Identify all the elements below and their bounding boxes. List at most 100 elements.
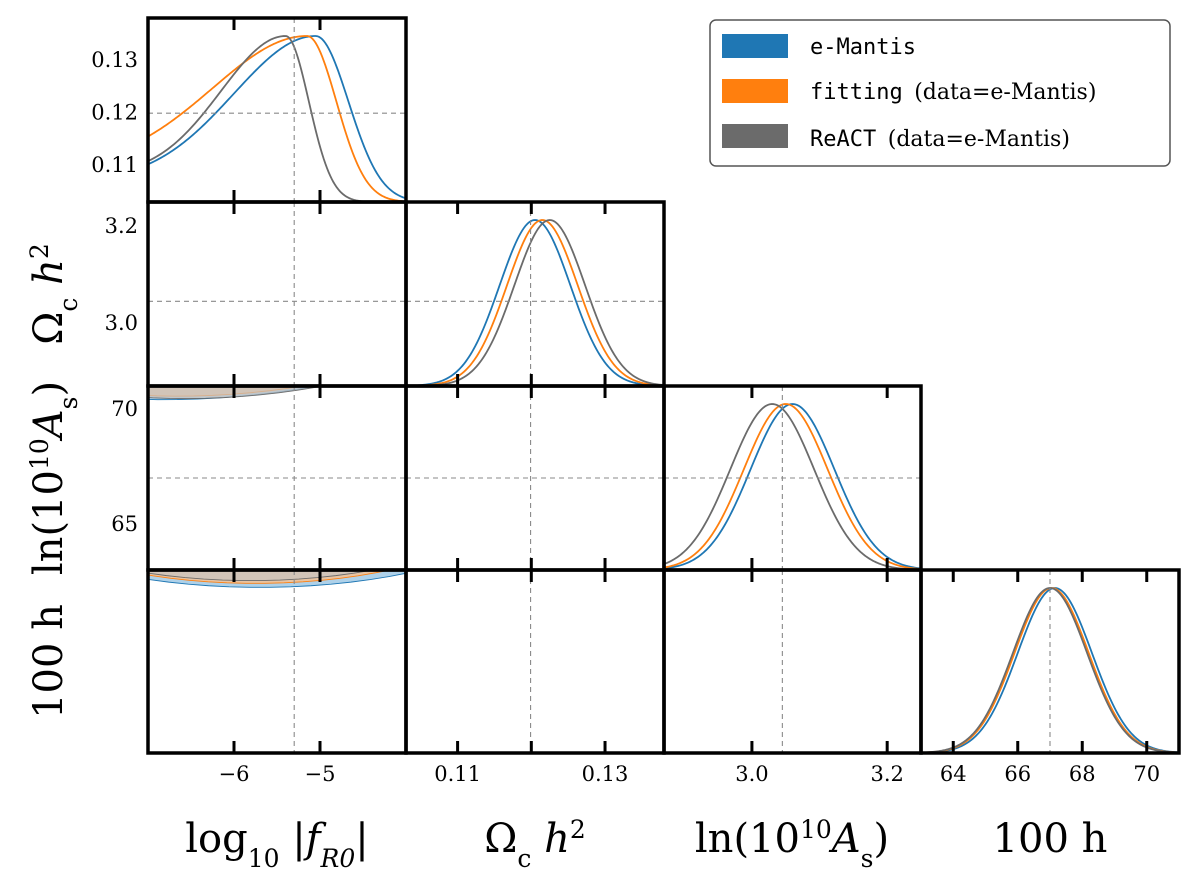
contour-outer-omc_lnAs-fitting [461,230,624,382]
x-tick-label: 64 [940,762,967,786]
label-part: ln(10 [26,470,72,575]
label-part: 2 [570,815,586,844]
panel-frame-3-2 [662,568,923,755]
marginal-lnAs-ReACT [664,403,921,570]
label-part: A [26,409,72,442]
marginal-lnAs-e-Mantis [664,403,921,570]
y-tick-label: 0.11 [91,153,138,177]
panel-frames-layer [146,16,1181,755]
contour-outer-omc_h-e-Mantis [448,409,621,539]
y-tick-label: 0.12 [91,101,138,125]
label-part: Ω [484,816,517,862]
y-tick-label: 0.13 [91,48,138,72]
label-part: 10 [25,438,54,470]
marginal-logf-e-Mantis [148,35,406,200]
contour-outer-logf_h-ReACT [148,570,376,581]
label-part: 10 [248,844,280,873]
marginal-omc-e-Mantis [406,219,664,386]
contour-outer-omc_lnAs-e-Mantis [457,227,620,381]
contour-outer-logf_lnAs-e-Mantis [148,386,321,401]
x-tick-label: 66 [1004,762,1031,786]
contour-outer-omc_lnAs-ReACT [468,237,631,384]
contour-outer-omc_h-fitting [456,413,622,539]
contour-inner-omc_lnAs-ReACT [500,266,600,356]
marginal-lnAs-fitting [664,403,921,570]
panel-frame-3-3 [919,568,1181,755]
contour-outer-logf_omc-ReACT [0,7,515,182]
label-part: 100 h [993,816,1108,862]
label-part: Ω [26,312,72,345]
contour-inner-logf_h-fitting [88,415,423,543]
x-tick-label: 70 [1133,762,1160,786]
y-tick-label: 3.2 [105,214,138,238]
panel-frame-3-1 [404,568,666,755]
label-part: h [26,259,72,297]
legend-label-react: ReACT (data=e-Mantis) [810,126,1070,152]
legend-swatch-e-mantis [722,34,788,58]
x-tick-label: 3.0 [735,762,768,786]
y-axis-label-lnAs: ln(1010As) [25,381,83,575]
legend-label-e-mantis: e-Mantis [810,35,916,60]
x-tick-label: 0.11 [434,762,481,786]
label-part: R0 [320,844,356,873]
legend-frame [709,19,1171,167]
x-tick-label: −5 [305,762,336,786]
label-part: ln(10 [695,816,800,862]
label-part: log [185,816,247,862]
x-tick-label: −6 [219,762,250,786]
contour-inner-logf_lnAs-ReACT [90,249,413,362]
label-part: s [54,397,83,410]
label-part: |f [280,816,327,862]
x-tick-label: 3.2 [870,762,903,786]
label-part: s [861,844,874,873]
x-tick-label: 68 [1069,762,1096,786]
contour-inner-omc_h-fitting [488,437,590,514]
x-axis-label-lnAs: ln(1010As) [695,815,889,873]
y-tick-label: 65 [111,512,138,536]
label-part: A [828,816,861,862]
contour-inner-logf_lnAs-e-Mantis [88,237,449,360]
y-axis-label-omc: Ωc h2 [25,243,83,345]
contour-inner-omc_h-e-Mantis [482,434,588,513]
panel-frame-3-0 [146,568,408,755]
x-axis-label-omc: Ωc h2 [484,815,586,873]
legend: e-Mantis fitting (data=e-Mantis) ReACT (… [709,19,1171,167]
legend-swatch-react [722,124,788,148]
x-axis-label-logf: log10 |fR0| [185,816,369,873]
label-part: 100 h [26,604,72,719]
marginal-logf-fitting [148,35,406,202]
x-axis-label-h: 100 h [993,816,1108,862]
contour-outer-omc_h-ReACT [467,417,633,543]
marginal-logf-ReACT [148,35,406,202]
y-tick-label: 70 [111,397,138,421]
marginal-omc-fitting [406,219,664,386]
label-part: 2 [25,243,54,259]
label-part: | [355,816,368,862]
panel-frame-1-0 [146,200,408,388]
contour-inner-lnAs_h-ReACT [711,442,833,519]
label-part: h [531,816,569,862]
reference-lines-layer [148,18,1051,753]
contour-outer-logf_h-e-Mantis [148,570,406,588]
labels-layer: −6 −5 0.11 0.13 3.0 3.2 64 66 68 70 0.11 0.12 0.13 3.… [25,48,1161,872]
label-part: c [54,298,83,312]
contour-inner-omc_h-ReACT [499,442,601,519]
label-part: ) [874,816,890,862]
ticks-layer [232,18,1149,753]
marginal-omc-ReACT [406,219,664,386]
label-part: ) [26,381,72,397]
contour-outer-logf_omc-fitting [0,8,529,188]
x-tick-label: 0.13 [582,762,629,786]
legend-label-fitting: fitting (data=e-Mantis) [810,79,1096,105]
legend-swatch-fitting [722,79,788,103]
contour-outer-lnAs_h-ReACT [673,417,872,543]
label-part: 10 [800,815,832,844]
panel-frame-1-1 [404,200,666,388]
contour-outer-logf_omc-e-Mantis [0,3,555,196]
contour-inner-logf_omc-fitting [88,43,423,153]
label-part: c [517,844,531,873]
y-tick-label: 3.0 [105,311,138,335]
y-axis-label-h: 100 h [26,604,72,719]
contour-fills-layer [0,3,872,588]
